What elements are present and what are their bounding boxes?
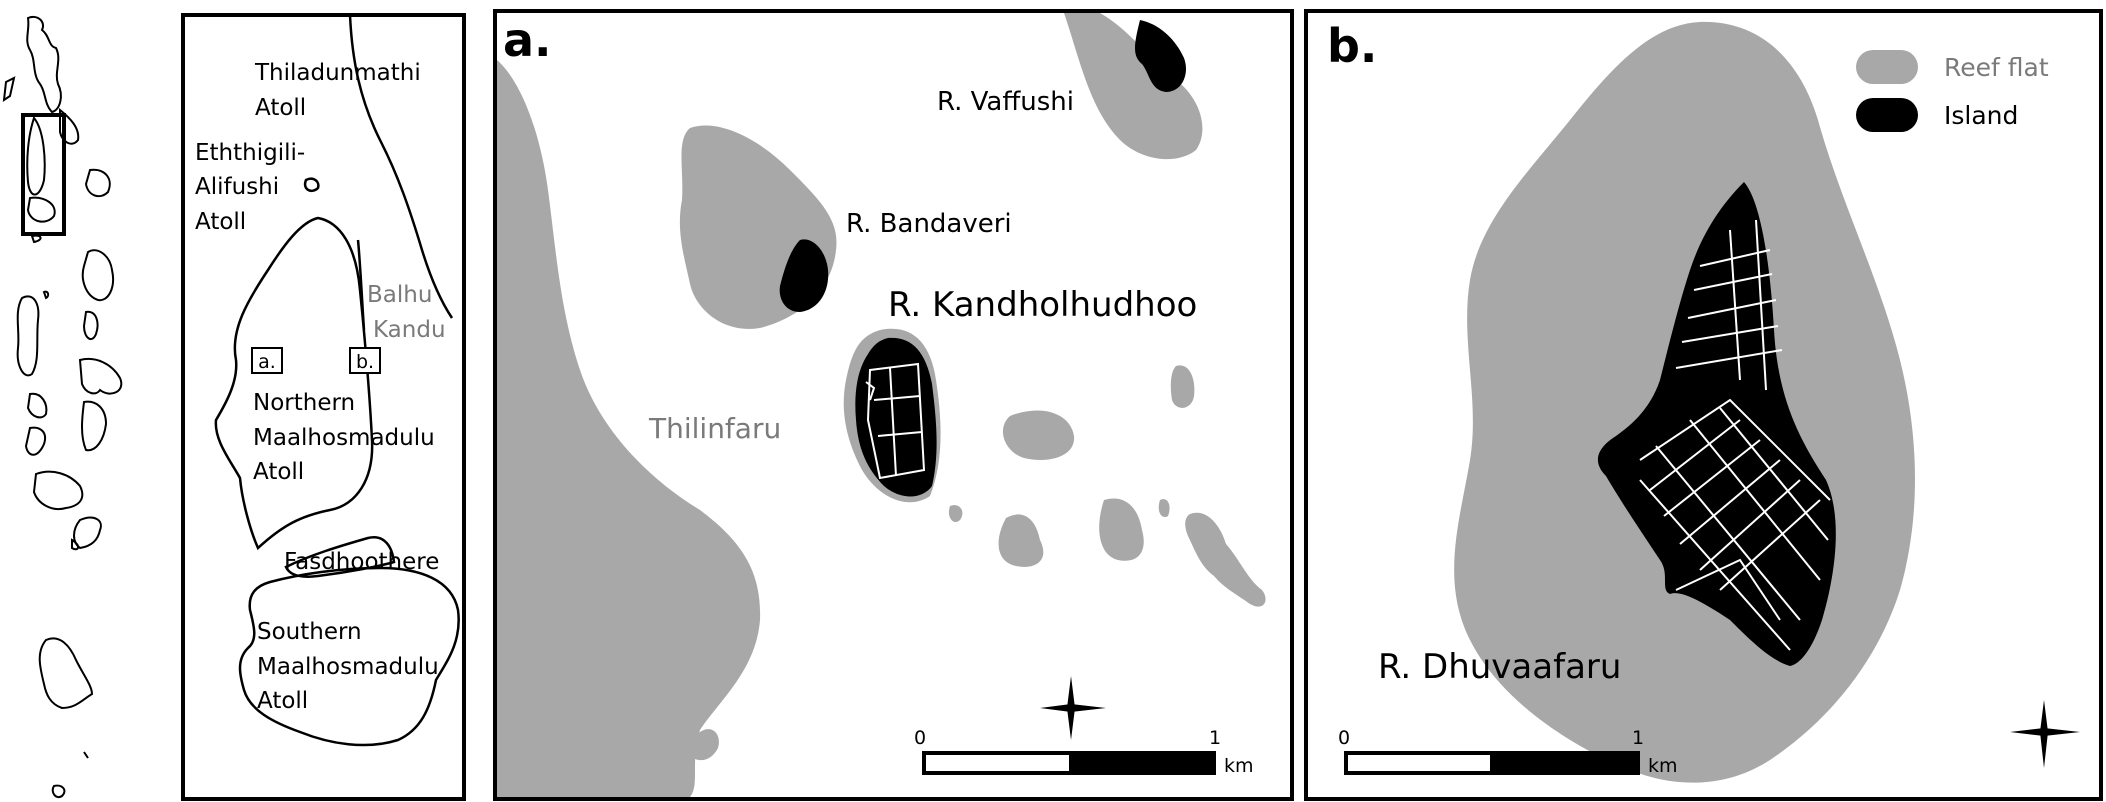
label-eththigili-atoll: Atoll bbox=[195, 209, 246, 235]
site-box-b-label: b. bbox=[356, 351, 374, 373]
panel-b-map: b. R. Dhuvaafaru Reef flat Island 0 1 km bbox=[1304, 9, 2103, 801]
site-box-b: b. bbox=[349, 347, 381, 374]
atoll-outline bbox=[30, 234, 42, 244]
overview-map: a. b. Thiladunmathi Atoll Eththigili- Al… bbox=[181, 13, 466, 801]
label-vaffushi: R. Vaffushi bbox=[937, 87, 1074, 117]
atoll-outline bbox=[71, 538, 79, 551]
scale-end: 1 bbox=[1632, 727, 1644, 749]
vaffushi-island bbox=[1135, 20, 1186, 92]
dhuvaafaru-island bbox=[1597, 182, 1836, 666]
scale-unit: km bbox=[1224, 755, 1254, 777]
reef-patch bbox=[687, 729, 719, 761]
atoll-outline bbox=[38, 637, 94, 710]
vaffushi-reef bbox=[1064, 13, 1203, 160]
thiladunmathi-edge bbox=[348, 14, 454, 319]
label-thiladunmathi-atoll: Atoll bbox=[255, 95, 306, 121]
reef-patch bbox=[1099, 498, 1144, 561]
scale-bar: 0 1 km bbox=[1338, 727, 1678, 777]
label-southern-atoll: Atoll bbox=[257, 688, 308, 714]
legend-label-island: Island bbox=[1944, 101, 2018, 130]
panel-a-letter: a. bbox=[503, 13, 552, 67]
thilinfaru-reef bbox=[497, 60, 761, 797]
atoll-outline bbox=[81, 249, 114, 302]
label-northern-maalhosmadulu: Maalhosmadulu bbox=[253, 425, 435, 451]
site-box-a: a. bbox=[251, 347, 283, 374]
label-kandu: Kandu bbox=[373, 317, 446, 343]
atoll-outline bbox=[82, 310, 99, 341]
panel-a-map: a. R. Vaffushi R. Bandaveri R. Kandholhu… bbox=[493, 9, 1294, 801]
atoll-outline bbox=[26, 392, 48, 419]
site-box-a-label: a. bbox=[258, 351, 276, 373]
atoll-outline bbox=[51, 784, 66, 798]
label-thiladunmathi: Thiladunmathi bbox=[254, 60, 421, 86]
atoll-outline bbox=[81, 400, 108, 452]
bandaveri-island bbox=[779, 239, 829, 312]
label-northern-atoll: Atoll bbox=[253, 459, 304, 485]
north-arrow bbox=[2010, 700, 2080, 768]
locator-box bbox=[21, 113, 66, 236]
atoll-outline bbox=[42, 290, 50, 300]
label-eththigili: Eththigili- bbox=[195, 140, 305, 166]
label-thilinfaru: Thilinfaru bbox=[648, 412, 781, 445]
fasdhoothere-outline bbox=[284, 535, 396, 578]
scale-start: 0 bbox=[1338, 727, 1350, 749]
atoll-outline bbox=[26, 196, 56, 223]
label-kandholhudhoo: R. Kandholhudhoo bbox=[888, 285, 1197, 325]
label-dhuvaafaru: R. Dhuvaafaru bbox=[1378, 647, 1621, 687]
eththigili-outline bbox=[303, 177, 320, 192]
legend-swatch-island bbox=[1856, 98, 1918, 132]
scale-start: 0 bbox=[914, 727, 926, 749]
atoll-outline bbox=[2, 76, 16, 103]
atoll-outline bbox=[32, 470, 84, 510]
atoll-outline bbox=[26, 115, 46, 196]
atoll-outline bbox=[84, 168, 111, 198]
scale-end: 1 bbox=[1209, 727, 1221, 749]
legend-swatch-reef bbox=[1856, 50, 1918, 84]
north-arrow bbox=[1040, 676, 1106, 740]
reef-patch bbox=[1170, 365, 1195, 408]
reef-patch bbox=[1185, 512, 1266, 607]
atoll-outline bbox=[78, 358, 123, 395]
southern-atoll-outline bbox=[238, 566, 460, 747]
label-alifushi: Alifushi bbox=[195, 174, 279, 200]
label-bandaveri: R. Bandaveri bbox=[846, 209, 1012, 239]
overview-frame bbox=[181, 13, 466, 801]
scale-unit: km bbox=[1648, 755, 1678, 777]
label-northern: Northern bbox=[253, 390, 355, 416]
atoll-outline bbox=[59, 107, 80, 145]
legend: Reef flat Island bbox=[1856, 50, 2049, 132]
scale-bar: 0 1 km bbox=[914, 727, 1254, 777]
label-southern: Southern bbox=[257, 619, 362, 645]
atoll-outline bbox=[24, 426, 46, 456]
reef-patch bbox=[1158, 499, 1170, 518]
atoll-outline bbox=[73, 516, 102, 550]
maldives-locator bbox=[2, 16, 123, 798]
reef-patch bbox=[948, 505, 963, 523]
atoll-outline bbox=[83, 751, 89, 759]
label-fasdhoothere: Fasdhoothere bbox=[284, 549, 439, 575]
panel-b-letter: b. bbox=[1327, 19, 1377, 73]
reef-patch bbox=[1002, 410, 1075, 460]
label-southern-maalhosmadulu: Maalhosmadulu bbox=[257, 654, 439, 680]
reef-patch bbox=[998, 514, 1044, 567]
legend-label-reef: Reef flat bbox=[1944, 53, 2049, 82]
kandholhudhoo-streets bbox=[865, 362, 926, 480]
atoll-outline bbox=[26, 16, 62, 114]
dhuvaafaru-streets bbox=[1639, 219, 1831, 651]
atoll-outline bbox=[16, 295, 40, 377]
label-balhu: Balhu bbox=[367, 282, 432, 308]
